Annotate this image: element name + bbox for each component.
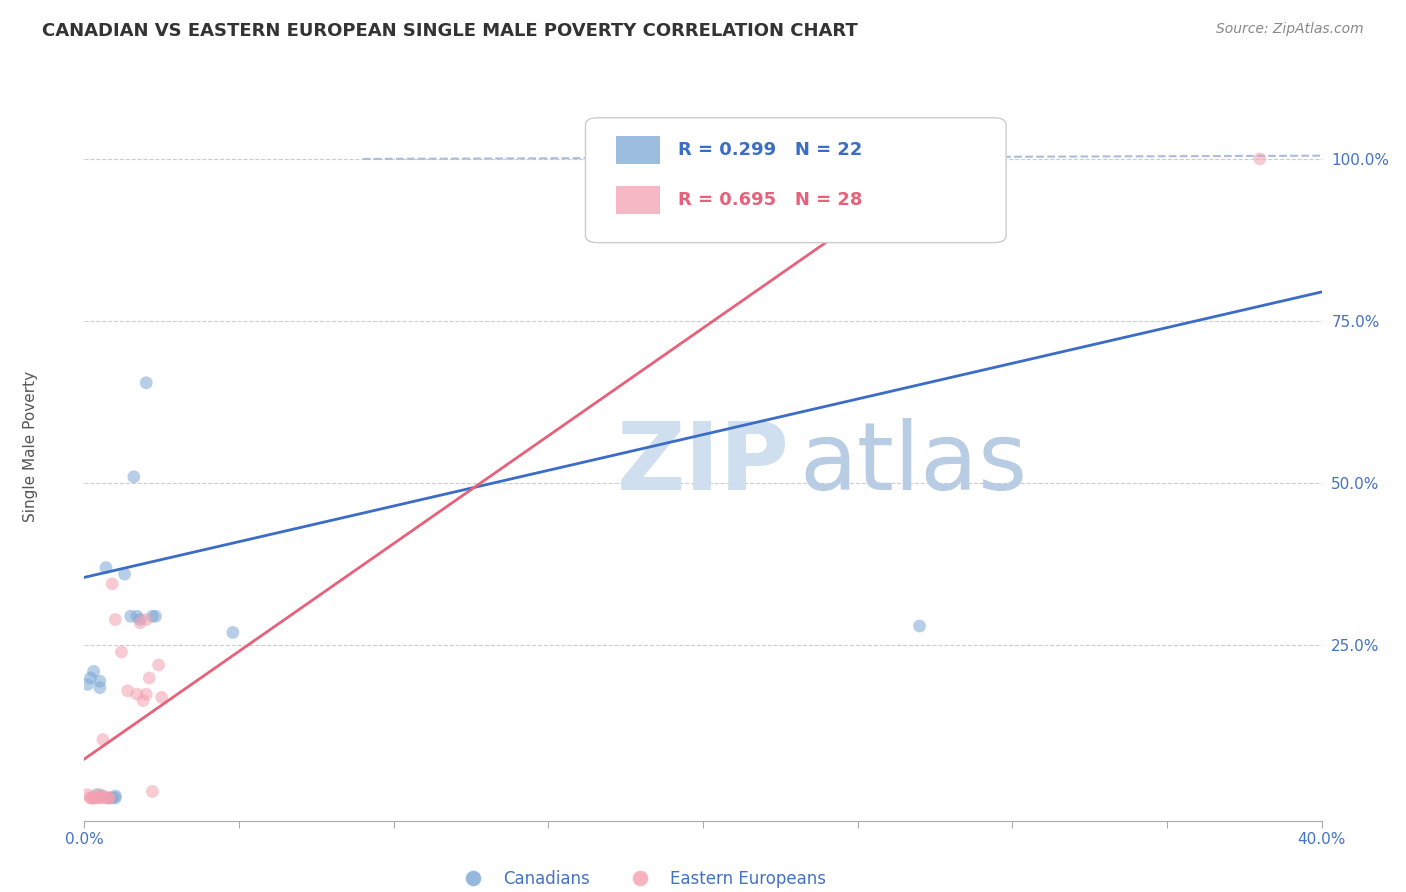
Text: Single Male Poverty: Single Male Poverty [24, 370, 38, 522]
Point [104, 791, 127, 805]
Point [89, 791, 111, 805]
Point [83, 791, 105, 805]
Point [79, 671, 101, 685]
Point [138, 671, 160, 685]
Point [89, 681, 111, 695]
Point [148, 657, 170, 672]
Text: R = 0.695   N = 28: R = 0.695 N = 28 [678, 191, 863, 209]
Point [145, 609, 167, 624]
Point [101, 791, 124, 805]
Point [91, 789, 114, 803]
Bar [616, 186, 659, 214]
Point [91, 791, 114, 805]
Point [222, 625, 245, 640]
Point [132, 693, 155, 707]
Point [110, 645, 132, 659]
Point [98, 791, 121, 805]
Point [79, 791, 101, 805]
Point [141, 784, 163, 798]
Point [76, 677, 98, 691]
Point [98, 791, 121, 805]
Text: CANADIAN VS EASTERN EUROPEAN SINGLE MALE POVERTY CORRELATION CHART: CANADIAN VS EASTERN EUROPEAN SINGLE MALE… [42, 22, 858, 40]
Point [114, 567, 136, 582]
Point [129, 613, 152, 627]
Point [89, 788, 111, 802]
Point [129, 615, 152, 630]
Point [135, 687, 157, 701]
Point [86, 791, 108, 805]
Text: R = 0.299   N = 22: R = 0.299 N = 22 [678, 141, 863, 159]
Point [122, 470, 145, 484]
Point [104, 789, 127, 803]
Point [83, 791, 105, 805]
Point [104, 613, 127, 627]
Point [135, 376, 157, 390]
Point [125, 609, 148, 624]
Text: atlas: atlas [799, 417, 1028, 510]
Legend: Canadians, Eastern Europeans: Canadians, Eastern Europeans [450, 863, 832, 892]
Point [76, 788, 98, 802]
Point [150, 690, 173, 705]
Point [83, 791, 105, 805]
FancyBboxPatch shape [585, 118, 1007, 243]
Point [94, 791, 117, 805]
Point [1249, 152, 1271, 166]
Point [120, 609, 142, 624]
Point [86, 788, 108, 802]
Point [91, 732, 114, 747]
Point [94, 560, 117, 574]
Point [908, 619, 931, 633]
Text: Source: ZipAtlas.com: Source: ZipAtlas.com [1216, 22, 1364, 37]
Point [83, 665, 105, 679]
Point [141, 609, 163, 624]
Point [135, 613, 157, 627]
Text: ZIP: ZIP [617, 417, 789, 510]
Point [89, 674, 111, 689]
Point [98, 791, 121, 805]
Point [79, 791, 101, 805]
Point [117, 684, 139, 698]
Bar [616, 136, 659, 164]
Point [125, 687, 148, 701]
Point [101, 577, 124, 591]
